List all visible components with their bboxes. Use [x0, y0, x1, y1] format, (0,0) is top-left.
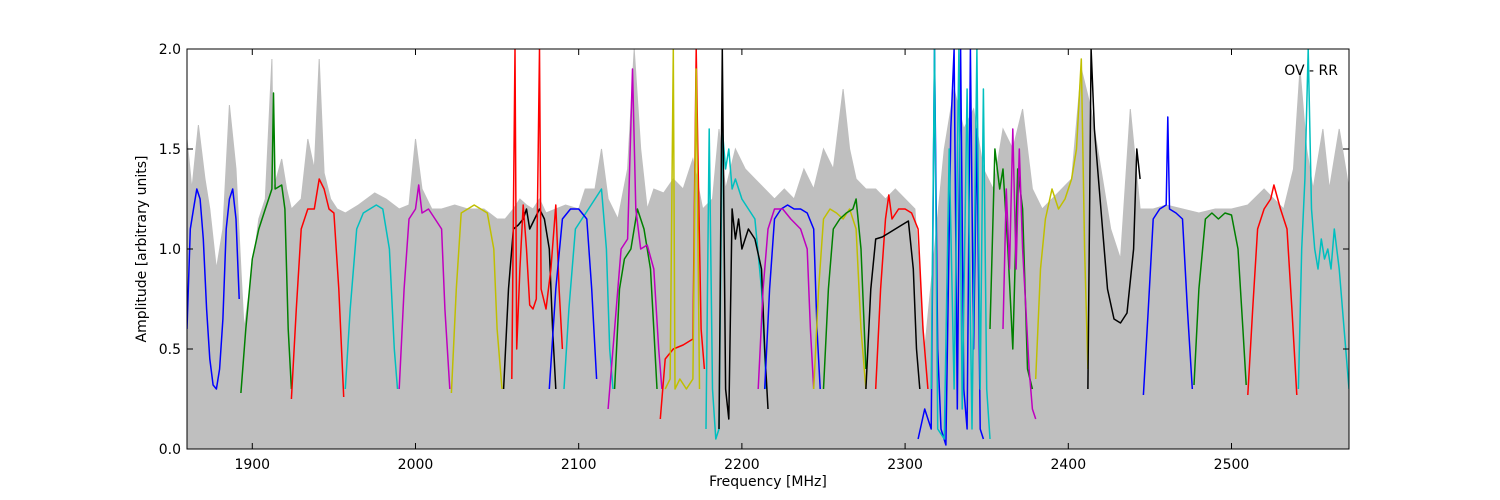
- series-line-11: [613, 208, 658, 390]
- series-line-29: [1142, 116, 1194, 396]
- series-line-10: [548, 208, 598, 390]
- series-line-17: [763, 204, 821, 390]
- x-tick-label-2200: 2200: [724, 457, 760, 473]
- series-line-28: [1087, 49, 1141, 390]
- series-line-6: [450, 204, 503, 394]
- envelope-band: [187, 49, 1349, 449]
- series-line-14: [664, 49, 701, 390]
- series-line-32: [1297, 49, 1349, 390]
- y-tick-label-0: 0.0: [159, 442, 181, 458]
- y-tick-label-2: 2.0: [159, 42, 181, 58]
- series-line-24: [930, 49, 991, 440]
- series-line-1: [187, 188, 240, 390]
- series-line-19: [812, 208, 867, 390]
- series-line-8: [511, 49, 564, 380]
- series-line-20: [822, 198, 867, 390]
- x-tick-label-2000: 2000: [398, 457, 434, 473]
- series-annotation: OV - RR: [1284, 63, 1338, 79]
- series-line-27: [1034, 58, 1089, 380]
- plot-area: [187, 49, 1349, 449]
- x-tick-label-2300: 2300: [887, 457, 923, 473]
- x-axis-label: Frequency [MHz]: [709, 474, 827, 490]
- x-axis: 1900 2000 2100 2200 2300 2400 2500: [234, 49, 1249, 473]
- series-line-26: [1002, 128, 1037, 420]
- series-line-12: [607, 68, 663, 410]
- y-tick-label-1.5: 1.5: [159, 142, 181, 158]
- series-line-30: [1193, 212, 1247, 386]
- series-line-22: [865, 220, 921, 390]
- x-tick-label-2100: 2100: [561, 457, 597, 473]
- y-axis: 0.0 0.5 1.0 1.5 2.0: [159, 42, 1349, 458]
- x-tick-label-2400: 2400: [1050, 457, 1086, 473]
- series-line-15: [705, 128, 768, 440]
- series-line-5: [398, 184, 451, 390]
- series-line-4: [344, 204, 399, 390]
- series-line-31: [1247, 184, 1298, 396]
- series-line-21: [874, 194, 929, 390]
- series-layer: [187, 49, 1349, 446]
- y-tick-label-1: 1.0: [159, 242, 181, 258]
- series-line-18: [757, 208, 815, 390]
- series-line-16: [718, 49, 769, 430]
- x-tick-label-1900: 1900: [234, 457, 270, 473]
- y-axis-label: Amplitude [arbitrary units]: [134, 156, 150, 343]
- y-tick-label-0.5: 0.5: [159, 342, 181, 358]
- envelope-layer: [187, 49, 1349, 449]
- series-line-3: [290, 178, 345, 400]
- x-tick-label-2500: 2500: [1214, 457, 1250, 473]
- series-line-2: [240, 92, 293, 394]
- series-line-9: [563, 188, 614, 390]
